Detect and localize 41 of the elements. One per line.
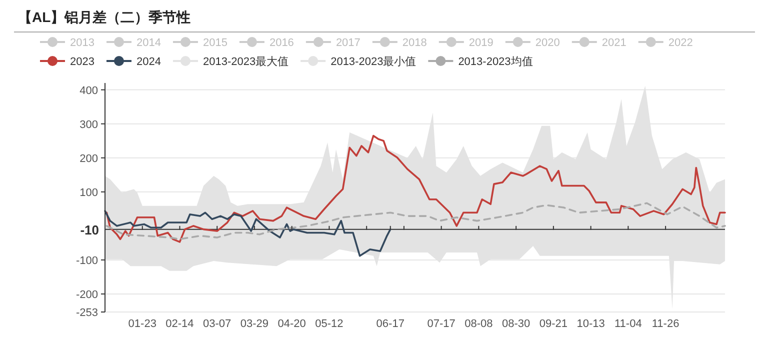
line-series [104,210,392,257]
x-tick-label: 11-26 [652,318,680,330]
y-tick-label: 100 [80,186,98,199]
legend-label: 2016 [269,37,294,49]
x-tick-label: 08-08 [464,318,493,330]
y-tick-label: 200 [80,152,98,165]
legend-label: 2013-2023最小值 [330,55,416,68]
legend-label: 2015 [202,37,228,49]
legend-label: 2024 [136,56,161,68]
x-tick-label: 09-21 [539,318,568,330]
x-tick-label: 03-07 [203,318,232,330]
x-tick-label: 08-30 [502,318,530,330]
x-tick-label: 10-13 [576,318,605,330]
x-tick-label: 07-17 [427,318,456,330]
x-tick-label: 06-17 [376,318,404,330]
legend-label: 2013-2023最大值 [202,55,289,68]
y-tick-label: 300 [80,118,98,131]
legend-label: 2022 [668,37,693,49]
line-series [106,202,726,240]
legend-label: 2013 [70,37,94,49]
legend-label: 2023 [70,56,94,68]
legend-label: 2017 [336,37,360,49]
line-series [106,134,726,243]
ref-line-label: -10 [80,222,99,238]
y-tick-label: -253 [76,307,98,319]
legend-label: 2018 [402,37,427,49]
legend-label: 2013-2023均值 [458,56,533,68]
x-tick-label: 02-14 [166,318,194,330]
legend-label: 2019 [468,37,494,49]
x-tick-label: 05-12 [315,318,344,330]
x-tick-label: 11-04 [614,318,642,330]
legend-label: 2014 [136,37,161,49]
legend-label: 2020 [535,37,560,49]
x-tick-label: 01-23 [128,318,156,330]
y-tick-label: 400 [80,84,98,97]
y-tick-label: -100 [76,254,98,267]
x-tick-label: 03-29 [240,318,269,330]
x-tick-label: 04-20 [278,318,306,330]
y-tick-label: -200 [76,288,98,301]
legend-label: 2021 [602,37,626,49]
chart-title: 【AL】铝月差（二）季节性 [18,9,191,25]
